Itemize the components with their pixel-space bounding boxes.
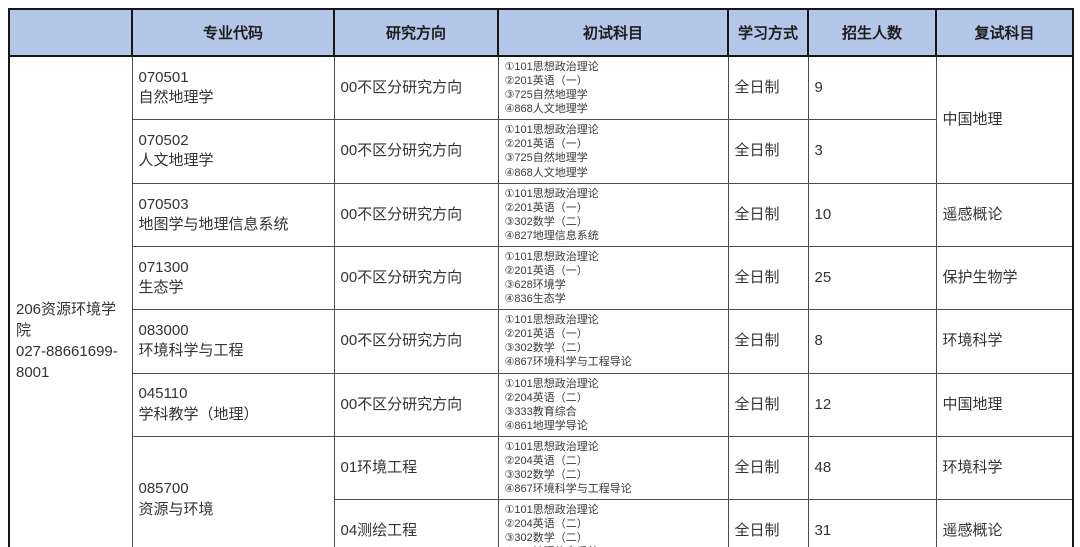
study-mode-cell: 全日制 [727,435,809,501]
study-mode-cell: 全日制 [727,309,809,374]
major-code-cell: 070503 地图学与地理信息系统 [131,182,335,247]
header-initial-subjects: 初试科目 [497,8,729,57]
major-code-cell: 070501 自然地理学 [131,55,335,121]
subjects-cell: ①101思想政治理论 ②201英语（一） ③302数学（二） ④827地理信息系… [497,182,729,247]
study-mode-cell: 全日制 [727,182,809,247]
retest-cell: 中国地理 [935,372,1074,437]
header-retest-subjects: 复试科目 [935,8,1074,57]
direction-cell: 00不区分研究方向 [333,119,499,184]
table-row: 085700 资源与环境 01环境工程 ①101思想政治理论 ②204英语（二）… [9,435,1074,547]
header-college-blank [8,8,133,57]
retest-cell: 保护生物学 [935,245,1074,311]
direction-cell: 00不区分研究方向 [333,372,499,437]
retest-cell: 中国地理 [935,55,1074,184]
enrollment-cell: 8 [807,309,937,374]
direction-cell: 00不区分研究方向 [333,245,499,311]
admissions-table: 专业代码 研究方向 初试科目 学习方式 招生人数 复试科目 206资源环境学院 … [8,8,1074,547]
study-mode-cell: 全日制 [727,55,809,121]
subjects-cell: ①101思想政治理论 ②201英语（一） ③628环境学 ④836生态学 [497,245,729,311]
table-row: 070502 人文地理学 00不区分研究方向 ①101思想政治理论 ②201英语… [9,119,1073,184]
major-code-cell: 070502 人文地理学 [131,119,335,184]
header-direction: 研究方向 [333,8,499,57]
study-mode-cell: 全日制 [727,245,809,311]
subjects-cell: ①101思想政治理论 ②204英语（二） ③302数学（二） ④827地理信息系… [497,499,729,547]
enrollment-cell: 3 [807,119,937,184]
enrollment-cell: 25 [807,245,937,311]
major-code-cell: 083000 环境科学与工程 [131,309,335,374]
enrollment-cell: 31 [807,499,937,547]
subjects-cell: ①101思想政治理论 ②204英语（二） ③302数学（二） ④867环境科学与… [497,435,729,501]
table-row: 070503 地图学与地理信息系统 00不区分研究方向 ①101思想政治理论 ②… [9,182,1074,247]
direction-cell: 00不区分研究方向 [333,309,499,374]
direction-cell: 04测绘工程 [333,499,499,547]
study-mode-cell: 全日制 [727,119,809,184]
header-study-mode: 学习方式 [727,8,809,57]
retest-cell: 环境科学 [935,309,1074,374]
header-row: 专业代码 研究方向 初试科目 学习方式 招生人数 复试科目 [8,8,1074,57]
retest-cell: 遥感概论 [935,499,1074,547]
table-row: 04测绘工程 ①101思想政治理论 ②204英语（二） ③302数学（二） ④8… [9,499,1074,547]
direction-cell: 00不区分研究方向 [333,182,499,247]
major-code-cell: 071300 生态学 [131,245,335,311]
direction-cell: 00不区分研究方向 [333,55,499,121]
retest-cell: 遥感概论 [935,182,1074,247]
table-row: 206资源环境学院 027-88661699- 8001 070501 自然地理… [8,55,1074,547]
direction-cell: 01环境工程 [333,435,499,501]
header-enrollment: 招生人数 [807,8,937,57]
study-mode-cell: 全日制 [727,372,809,437]
major-code-cell: 045110 学科教学（地理） [131,372,335,437]
table-row: 071300 生态学 00不区分研究方向 ①101思想政治理论 ②201英语（一… [9,245,1074,311]
subjects-cell: ①101思想政治理论 ②201英语（一） ③725自然地理学 ④868人文地理学 [497,55,729,121]
header-major-code: 专业代码 [131,8,335,57]
study-mode-cell: 全日制 [727,499,809,547]
college-info-cell: 206资源环境学院 027-88661699- 8001 [8,55,133,547]
enrollment-cell: 10 [807,182,937,247]
major-code-cell: 085700 资源与环境 [131,435,335,547]
enrollment-cell: 12 [807,372,937,437]
enrollment-cell: 9 [807,55,937,121]
subjects-cell: ①101思想政治理论 ②201英语（一） ③302数学（二） ④867环境科学与… [497,309,729,374]
retest-cell: 环境科学 [935,435,1074,501]
table-row: 083000 环境科学与工程 00不区分研究方向 ①101思想政治理论 ②201… [9,309,1074,374]
subjects-cell: ①101思想政治理论 ②204英语（二） ③333教育综合 ④861地理学导论 [497,372,729,437]
enrollment-cell: 48 [807,435,937,501]
table-row: 045110 学科教学（地理） 00不区分研究方向 ①101思想政治理论 ②20… [9,372,1074,437]
subjects-cell: ①101思想政治理论 ②201英语（一） ③725自然地理学 ④868人文地理学 [497,119,729,184]
